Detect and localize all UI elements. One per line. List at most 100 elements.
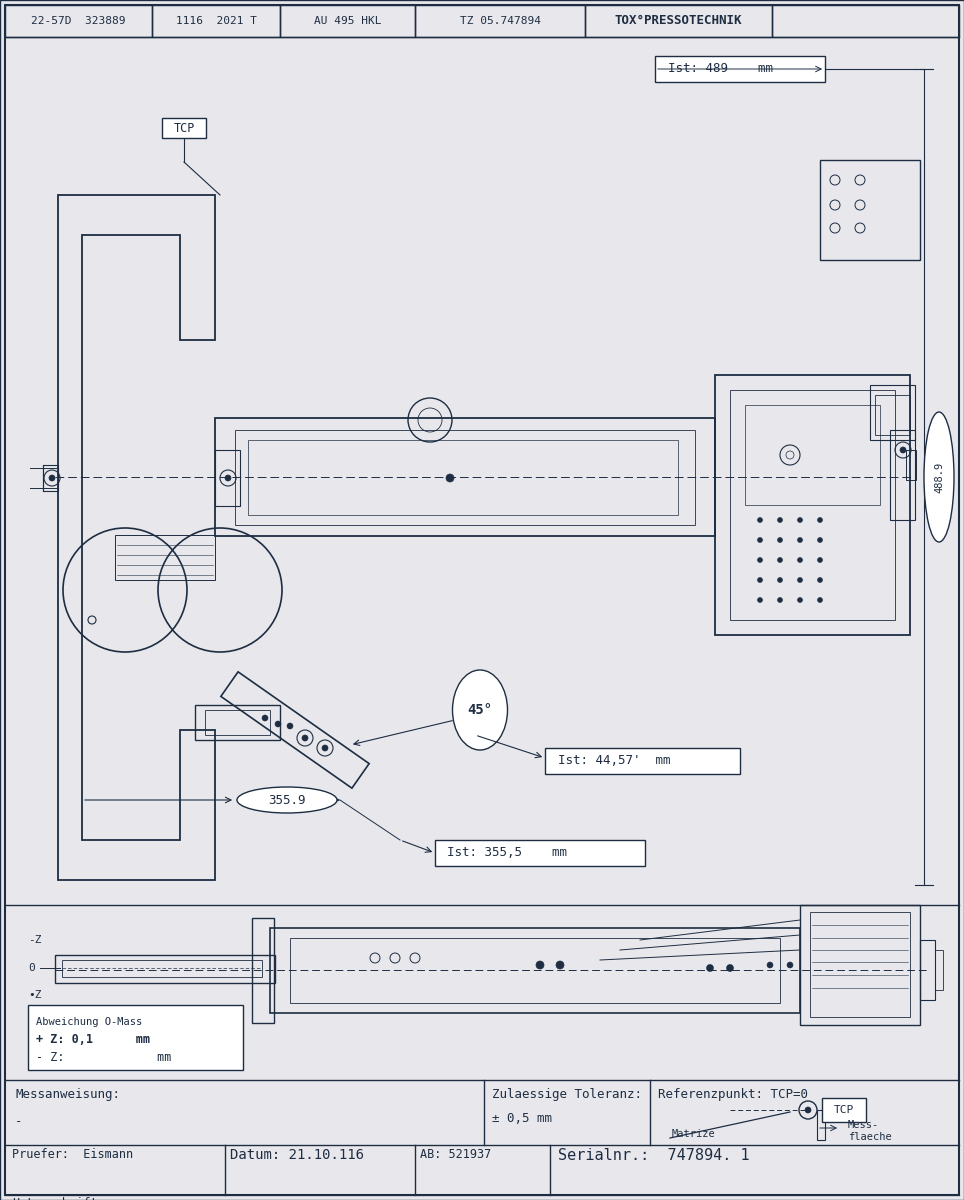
Circle shape — [536, 961, 544, 970]
Circle shape — [797, 577, 802, 582]
Bar — [817, 1110, 825, 1140]
Text: •Z: •Z — [28, 990, 41, 1000]
Circle shape — [778, 558, 783, 563]
Bar — [215, 450, 240, 506]
Bar — [545, 748, 740, 774]
Bar — [43, 464, 58, 491]
Circle shape — [758, 598, 763, 602]
Circle shape — [287, 722, 293, 728]
Text: AB: 521937: AB: 521937 — [420, 1148, 492, 1162]
Circle shape — [797, 558, 802, 563]
Bar — [745, 404, 880, 505]
Circle shape — [797, 598, 802, 602]
Text: 0: 0 — [28, 962, 35, 973]
Bar — [870, 385, 915, 440]
Text: Ist: 489    mm: Ist: 489 mm — [668, 62, 773, 76]
Text: -Z: -Z — [28, 935, 41, 946]
Text: TCP: TCP — [174, 121, 195, 134]
Bar — [252, 918, 274, 1022]
Text: Abweichung O-Mass: Abweichung O-Mass — [36, 1018, 143, 1027]
Text: ± 0,5 mm: ± 0,5 mm — [492, 1112, 552, 1126]
Text: Ist: 355,5    mm: Ist: 355,5 mm — [447, 846, 567, 859]
Bar — [435, 840, 645, 866]
Bar — [28, 1006, 243, 1070]
Text: AU 495 HKL: AU 495 HKL — [313, 16, 381, 26]
Circle shape — [787, 962, 793, 968]
Bar — [162, 118, 206, 138]
Text: Messanweisung:: Messanweisung: — [15, 1088, 120, 1102]
Text: TZ 05.747894: TZ 05.747894 — [460, 16, 541, 26]
Text: Mess-: Mess- — [848, 1120, 879, 1130]
Circle shape — [778, 598, 783, 602]
Circle shape — [778, 577, 783, 582]
Bar — [730, 390, 895, 620]
Circle shape — [707, 965, 713, 972]
Bar — [906, 450, 916, 480]
Circle shape — [797, 538, 802, 542]
Text: Unterschrift:: Unterschrift: — [12, 1198, 105, 1200]
Bar — [875, 395, 910, 434]
Bar — [935, 950, 943, 990]
Text: flaeche: flaeche — [848, 1132, 892, 1142]
Text: + Z: 0,1      mm: + Z: 0,1 mm — [36, 1033, 150, 1046]
Circle shape — [805, 1106, 811, 1114]
Bar — [195, 704, 280, 740]
Bar — [822, 1098, 866, 1122]
Bar — [820, 160, 920, 260]
Circle shape — [797, 517, 802, 522]
Circle shape — [322, 745, 328, 751]
Circle shape — [778, 517, 783, 522]
Text: Pruefer:  Eismann: Pruefer: Eismann — [12, 1148, 133, 1162]
Circle shape — [49, 475, 55, 481]
Text: - Z:             mm: - Z: mm — [36, 1051, 172, 1064]
Circle shape — [758, 517, 763, 522]
Bar — [270, 928, 800, 1013]
Circle shape — [817, 577, 822, 582]
Circle shape — [817, 558, 822, 563]
Bar — [890, 430, 915, 520]
Circle shape — [302, 734, 308, 740]
Circle shape — [262, 715, 268, 721]
Circle shape — [727, 965, 734, 972]
Bar — [248, 440, 678, 515]
Circle shape — [758, 577, 763, 582]
Bar — [235, 430, 695, 526]
Text: TOX°PRESSOTECHNIK: TOX°PRESSOTECHNIK — [615, 14, 742, 28]
Bar — [205, 710, 270, 734]
Circle shape — [275, 721, 281, 727]
Text: Datum: 21.10.116: Datum: 21.10.116 — [230, 1148, 364, 1162]
Circle shape — [758, 558, 763, 563]
Bar — [290, 938, 780, 1003]
Circle shape — [767, 962, 773, 968]
Text: Ist: 44,57'  mm: Ist: 44,57' mm — [558, 755, 671, 768]
Circle shape — [556, 961, 564, 970]
Text: Referenzpunkt: TCP=0: Referenzpunkt: TCP=0 — [658, 1088, 808, 1102]
Bar — [55, 955, 275, 983]
Bar — [62, 960, 262, 977]
Bar — [5, 5, 152, 37]
Circle shape — [758, 538, 763, 542]
Bar — [280, 5, 415, 37]
Text: -: - — [15, 1115, 22, 1128]
Bar — [800, 905, 920, 1025]
Bar — [215, 418, 715, 536]
Circle shape — [817, 538, 822, 542]
Bar — [655, 56, 825, 82]
Text: 355.9: 355.9 — [268, 793, 306, 806]
Text: 45°: 45° — [468, 703, 493, 716]
Bar — [920, 940, 935, 1000]
Circle shape — [900, 446, 906, 452]
Bar — [772, 5, 959, 37]
Text: Matrize: Matrize — [672, 1129, 715, 1139]
Ellipse shape — [237, 787, 337, 814]
Circle shape — [778, 538, 783, 542]
Bar — [715, 374, 910, 635]
Text: TCP: TCP — [834, 1105, 854, 1115]
Circle shape — [817, 517, 822, 522]
Text: Zulaessige Toleranz:: Zulaessige Toleranz: — [492, 1088, 642, 1102]
Bar — [152, 5, 280, 37]
Circle shape — [446, 474, 454, 482]
Text: 1116  2021 T: 1116 2021 T — [175, 16, 256, 26]
Ellipse shape — [452, 670, 507, 750]
Ellipse shape — [924, 412, 954, 542]
